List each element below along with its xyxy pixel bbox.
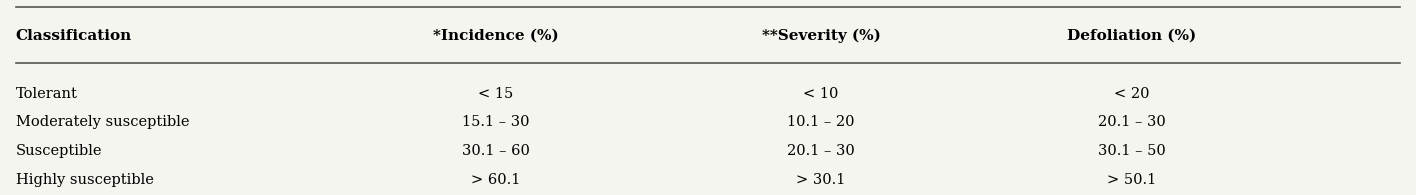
Text: **Severity (%): **Severity (%) (762, 29, 881, 43)
Text: > 60.1: > 60.1 (472, 173, 521, 187)
Text: < 15: < 15 (479, 87, 514, 101)
Text: Defoliation (%): Defoliation (%) (1068, 29, 1197, 43)
Text: > 30.1: > 30.1 (796, 173, 845, 187)
Text: *Incidence (%): *Incidence (%) (433, 29, 559, 43)
Text: Susceptible: Susceptible (16, 144, 102, 158)
Text: < 10: < 10 (803, 87, 838, 101)
Text: Moderately susceptible: Moderately susceptible (16, 115, 188, 129)
Text: Tolerant: Tolerant (16, 87, 78, 101)
Text: 30.1 – 60: 30.1 – 60 (462, 144, 530, 158)
Text: Classification: Classification (16, 29, 132, 43)
Text: > 50.1: > 50.1 (1107, 173, 1157, 187)
Text: 20.1 – 30: 20.1 – 30 (1097, 115, 1165, 129)
Text: 30.1 – 50: 30.1 – 50 (1097, 144, 1165, 158)
Text: 10.1 – 20: 10.1 – 20 (787, 115, 855, 129)
Text: 20.1 – 30: 20.1 – 30 (787, 144, 855, 158)
Text: < 20: < 20 (1114, 87, 1150, 101)
Text: Highly susceptible: Highly susceptible (16, 173, 153, 187)
Text: 15.1 – 30: 15.1 – 30 (462, 115, 530, 129)
